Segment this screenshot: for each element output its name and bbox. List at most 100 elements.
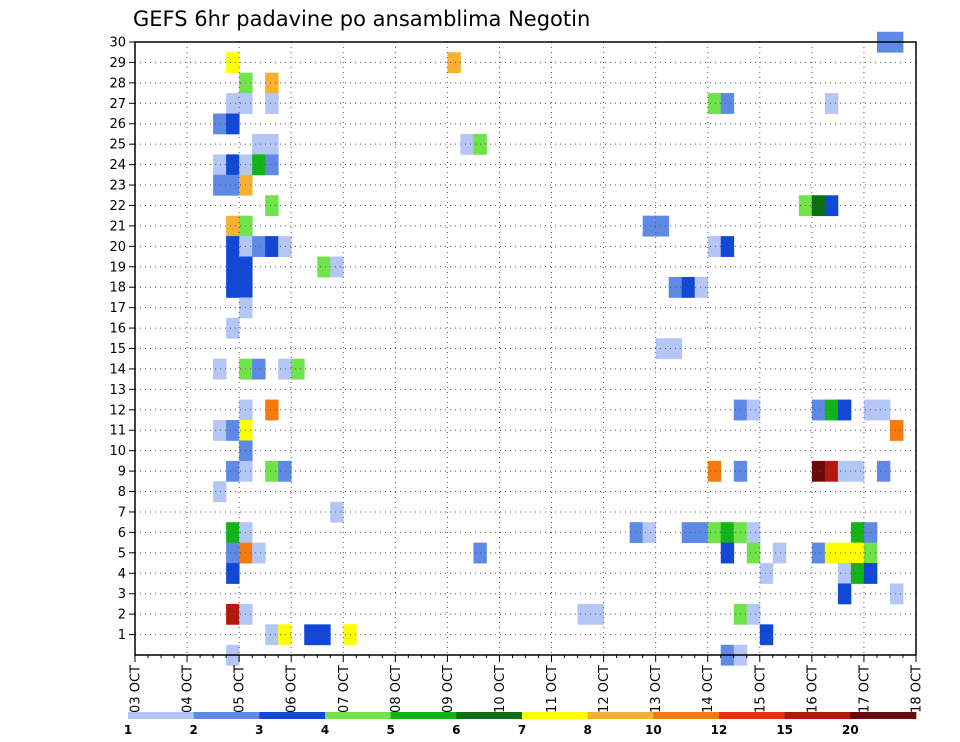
y-tick-label: 26 bbox=[109, 117, 126, 132]
heat-cell bbox=[811, 399, 826, 421]
heat-cell bbox=[681, 522, 696, 544]
heat-cell bbox=[824, 460, 839, 482]
y-tick-label: 1 bbox=[118, 628, 126, 643]
heat-cell bbox=[837, 399, 852, 421]
x-tick-label: 10 OCT bbox=[493, 665, 508, 713]
y-tick-label: 19 bbox=[109, 260, 126, 275]
gridlines bbox=[135, 41, 916, 655]
y-tick-label: 10 bbox=[109, 444, 126, 459]
heat-cell bbox=[746, 603, 761, 625]
colorbar-swatch bbox=[522, 712, 588, 719]
heat-cell bbox=[265, 624, 279, 646]
heat-cell bbox=[226, 236, 240, 257]
heat-cell bbox=[213, 420, 227, 441]
heat-cell bbox=[226, 542, 240, 564]
y-tick-label: 8 bbox=[118, 485, 126, 500]
heat-cell bbox=[720, 522, 735, 544]
colorbar-label: 5 bbox=[386, 723, 394, 737]
y-axis: 1234567891011121314151617181920212223242… bbox=[109, 36, 135, 643]
heat-cell bbox=[837, 583, 852, 605]
y-tick-label: 2 bbox=[118, 608, 126, 623]
heat-cell bbox=[460, 133, 474, 155]
heat-cell bbox=[226, 174, 240, 196]
heat-cell bbox=[655, 338, 670, 360]
y-tick-label: 25 bbox=[109, 138, 126, 153]
chart-title: GEFS 6hr padavine po ansamblima Negotin bbox=[133, 7, 590, 31]
x-axis: 03 OCT 04 OCT 05 OCT 06 OCT 07 OCT 08 OCT 09 O… bbox=[129, 655, 925, 713]
x-tick-label: 05 OCT bbox=[233, 665, 248, 713]
colorbar-swatch bbox=[325, 712, 391, 719]
heat-cell bbox=[265, 195, 279, 217]
heat-cell bbox=[213, 358, 227, 380]
heat-cell bbox=[850, 522, 865, 544]
heat-cell bbox=[252, 154, 266, 176]
heat-cell bbox=[772, 542, 787, 564]
colorbar-label: 2 bbox=[189, 723, 197, 737]
heat-cell bbox=[811, 542, 826, 564]
heat-cell bbox=[317, 256, 331, 278]
heat-cell bbox=[265, 154, 279, 176]
colorbar-label: 15 bbox=[776, 723, 793, 737]
heat-cell bbox=[265, 399, 279, 421]
colorbar-label: 1 bbox=[124, 723, 132, 737]
colorbar-label: 6 bbox=[452, 723, 460, 737]
y-tick-label: 11 bbox=[109, 424, 126, 439]
y-tick-label: 16 bbox=[109, 322, 126, 337]
heat-cell bbox=[707, 460, 722, 482]
y-tick-label: 5 bbox=[118, 546, 126, 561]
heat-cell bbox=[837, 460, 852, 482]
heat-cell bbox=[317, 624, 331, 646]
colorbar-swatch bbox=[390, 712, 457, 719]
heat-cell bbox=[759, 563, 774, 584]
heat-cell bbox=[824, 93, 839, 114]
heat-cell bbox=[876, 460, 891, 482]
heat-cell bbox=[577, 603, 591, 625]
heat-cell bbox=[226, 113, 240, 135]
heat-cell bbox=[889, 583, 904, 605]
heat-cell bbox=[278, 624, 292, 646]
x-tick-label: 17 OCT bbox=[857, 665, 872, 713]
heat-cell bbox=[746, 399, 761, 421]
heat-cell bbox=[278, 358, 292, 380]
x-tick-label: 07 OCT bbox=[337, 665, 352, 713]
y-tick-label: 18 bbox=[109, 281, 126, 296]
heat-cells bbox=[213, 31, 904, 666]
y-tick-label: 13 bbox=[109, 383, 126, 398]
heat-cell bbox=[330, 501, 344, 523]
heat-cell bbox=[226, 563, 240, 584]
y-tick-label: 22 bbox=[109, 199, 126, 214]
heat-cell bbox=[226, 215, 240, 237]
heat-cell bbox=[694, 276, 709, 298]
colorbar-swatch bbox=[653, 712, 720, 719]
heat-cell bbox=[655, 215, 670, 237]
heat-cell bbox=[226, 154, 240, 176]
y-tick-label: 4 bbox=[118, 567, 126, 582]
y-tick-label: 12 bbox=[109, 403, 126, 418]
heat-cell bbox=[707, 93, 722, 114]
x-tick-label: 13 OCT bbox=[649, 665, 664, 713]
heat-cell bbox=[265, 72, 279, 94]
heat-cell bbox=[226, 52, 240, 74]
y-tick-label: 6 bbox=[118, 526, 126, 541]
heat-cell bbox=[278, 236, 292, 257]
colorbar-label: 4 bbox=[321, 723, 329, 737]
heat-cell bbox=[265, 460, 279, 482]
x-tick-label: 08 OCT bbox=[389, 665, 404, 713]
heat-cell bbox=[252, 542, 266, 564]
y-tick-label: 15 bbox=[109, 342, 126, 357]
heat-cell bbox=[746, 542, 761, 564]
heat-cell bbox=[213, 174, 227, 196]
colorbar-swatch bbox=[193, 712, 260, 719]
heat-cell bbox=[707, 522, 722, 544]
heat-cell bbox=[629, 522, 644, 544]
heat-cell bbox=[252, 358, 266, 380]
heat-cell bbox=[824, 542, 839, 564]
heat-cell bbox=[746, 522, 761, 544]
colorbar-swatch bbox=[587, 712, 654, 719]
colorbar: 1 2 3 4 5 6 7 8 10 12 15 20 bbox=[124, 712, 917, 737]
x-tick-label: 15 OCT bbox=[753, 665, 768, 713]
heat-cell bbox=[226, 93, 240, 114]
heat-cell bbox=[213, 481, 227, 503]
y-tick-label: 23 bbox=[109, 179, 126, 194]
